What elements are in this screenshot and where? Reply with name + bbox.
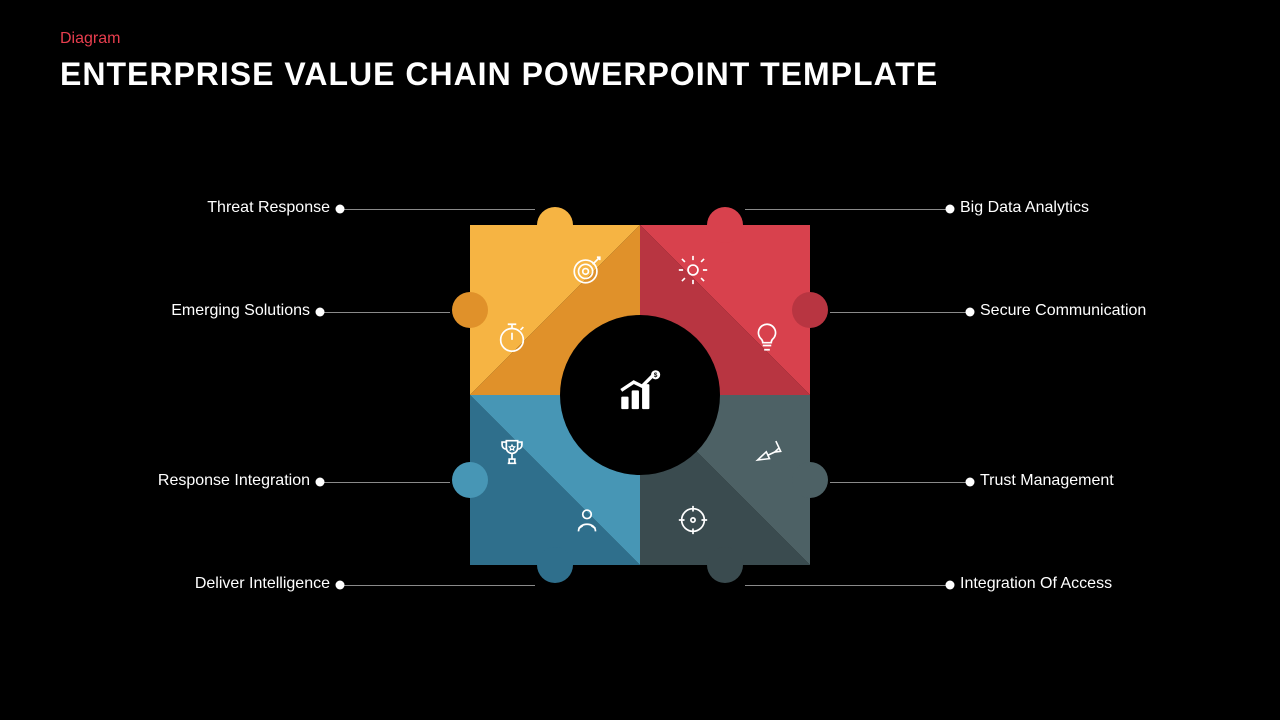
target-icon [570, 253, 604, 287]
header: Diagram ENTERPRISE VALUE CHAIN POWERPOIN… [60, 30, 938, 93]
quadrant-top-right [640, 225, 810, 395]
stopwatch-icon [495, 320, 529, 354]
connector [340, 585, 535, 586]
puzzle-knob [792, 292, 828, 328]
puzzle-knob [792, 462, 828, 498]
connector-dot [316, 478, 325, 487]
puzzle-knob [537, 207, 573, 243]
page-title: ENTERPRISE VALUE CHAIN POWERPOINT TEMPLA… [60, 56, 938, 93]
crosshair-icon [676, 503, 710, 537]
connector [320, 312, 450, 313]
puzzle-square: $ [470, 225, 810, 565]
puzzle-knob [707, 547, 743, 583]
label-big-data-analytics: Big Data Analytics [960, 199, 1089, 217]
connector [830, 482, 970, 483]
label-emerging-solutions: Emerging Solutions [130, 302, 310, 320]
svg-text:$: $ [654, 372, 658, 379]
gear-icon [676, 253, 710, 287]
chart-growth-icon: $ [615, 368, 665, 423]
puzzle-knob [537, 547, 573, 583]
quadrant-bottom-right [640, 395, 810, 565]
puzzle-knob [452, 292, 488, 328]
handshake-icon [570, 503, 604, 537]
label-threat-response: Threat Response [150, 199, 330, 217]
connector-dot [316, 308, 325, 317]
connector-dot [946, 205, 955, 214]
puzzle-knob [707, 207, 743, 243]
connector-dot [336, 205, 345, 214]
connector-dot [946, 581, 955, 590]
subtitle: Diagram [60, 30, 938, 48]
connector [830, 312, 970, 313]
puzzle-knob [452, 462, 488, 498]
connector-dot [336, 581, 345, 590]
connector-dot [966, 478, 975, 487]
lightbulb-icon [750, 320, 784, 354]
label-trust-management: Trust Management [980, 472, 1114, 490]
value-chain-diagram: Threat Response Emerging Solutions Respo… [0, 175, 1280, 675]
label-deliver-intelligence: Deliver Intelligence [150, 575, 330, 593]
pushpin-icon [752, 435, 784, 467]
label-secure-communication: Secure Communication [980, 302, 1146, 320]
connector [745, 585, 950, 586]
connector-dot [966, 308, 975, 317]
connector [340, 209, 535, 210]
label-integration-of-access: Integration Of Access [960, 575, 1112, 593]
trophy-icon [495, 435, 529, 469]
connector [745, 209, 950, 210]
label-response-integration: Response Integration [110, 472, 310, 490]
connector [320, 482, 450, 483]
